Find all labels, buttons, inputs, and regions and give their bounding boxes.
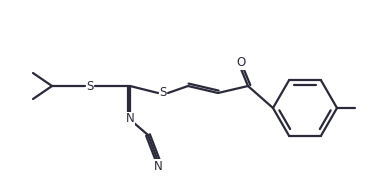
Text: N: N [125, 113, 134, 125]
Text: N: N [154, 159, 163, 173]
Text: S: S [86, 80, 94, 92]
Text: S: S [159, 86, 167, 100]
Text: O: O [236, 57, 245, 69]
